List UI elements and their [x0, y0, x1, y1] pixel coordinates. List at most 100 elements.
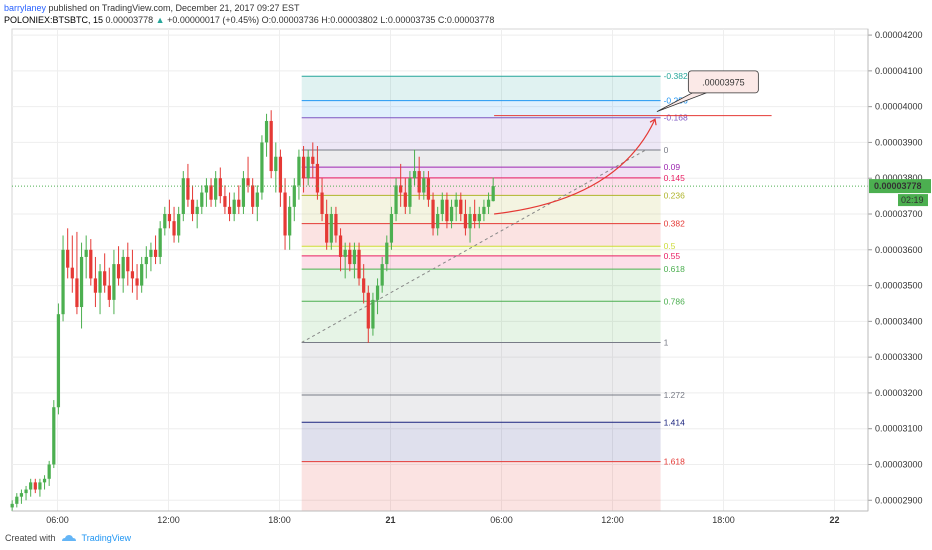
- candle-body: [357, 249, 361, 279]
- fib-level-label: 0.382: [664, 219, 686, 229]
- candle-body: [306, 156, 310, 179]
- countdown-value: 02:19: [901, 195, 924, 205]
- fib-level-label: 1: [664, 337, 669, 347]
- fib-level-label: -0.256: [664, 96, 688, 106]
- candle-body: [19, 493, 24, 497]
- candle-body: [177, 213, 181, 236]
- candle-body: [482, 206, 486, 214]
- candle-body: [255, 192, 259, 207]
- candle-body: [473, 213, 477, 222]
- fib-zone: [301, 246, 661, 256]
- y-tick-label: 0.00002900: [875, 495, 923, 505]
- price-badge: [869, 179, 931, 194]
- candle-body: [103, 271, 107, 286]
- y-tick-label: 0.00003800: [875, 173, 923, 183]
- candle-body: [70, 267, 74, 279]
- candle-body: [167, 213, 172, 222]
- candle-body: [454, 199, 458, 207]
- candle-body: [449, 206, 454, 222]
- created-with-text: Created with: [5, 533, 56, 543]
- candle-body: [52, 407, 56, 465]
- candle-body: [343, 249, 347, 257]
- candle-body: [292, 185, 296, 207]
- candle-body: [320, 192, 324, 214]
- candle-body: [24, 489, 28, 494]
- projection-arrow: [494, 118, 656, 215]
- low-value: L:0.00003735: [380, 15, 436, 25]
- fib-level-label: 0.55: [664, 251, 681, 261]
- footer: Created with TradingView: [5, 530, 131, 546]
- candle-body: [389, 213, 394, 243]
- x-tick-label: 18:00: [268, 515, 291, 525]
- candle-body: [33, 482, 37, 490]
- x-tick-label: 12:00: [157, 515, 180, 525]
- fib-zone: [301, 167, 661, 178]
- fib-level-label: 0.786: [664, 296, 686, 306]
- candle-body: [241, 178, 246, 207]
- candle-body: [135, 278, 139, 286]
- fib-zone: [301, 255, 661, 270]
- publish-line: barrylaney published on TradingView.com,…: [4, 2, 904, 14]
- y-tick-label: 0.00003900: [875, 137, 923, 147]
- fib-level-label: -0.168: [664, 113, 688, 123]
- candle-body: [394, 185, 398, 214]
- candle-body: [29, 482, 33, 490]
- candle-body: [186, 178, 190, 200]
- candle-body: [232, 199, 236, 214]
- candle-body: [477, 213, 481, 222]
- candle-body: [89, 249, 93, 279]
- candle-body: [422, 178, 426, 193]
- candle-body: [38, 482, 42, 490]
- y-tick-label: 0.00003100: [875, 424, 923, 434]
- fib-level-label: 1.414: [664, 417, 686, 427]
- candle-body: [237, 199, 241, 207]
- x-tick-label: 21: [385, 515, 395, 525]
- candle-body: [352, 249, 357, 265]
- high-value: H:0.00003802: [321, 15, 378, 25]
- fib-level-label: 0.145: [664, 173, 686, 183]
- candle-body: [112, 264, 116, 300]
- author-link[interactable]: barrylaney: [4, 3, 47, 13]
- y-tick-label: 0.00003000: [875, 459, 923, 469]
- candle-body: [315, 163, 320, 193]
- candle-body: [468, 213, 472, 229]
- open-value: O:0.00003736: [261, 15, 319, 25]
- candle-body: [66, 249, 70, 268]
- candle-body: [362, 278, 366, 293]
- tradingview-brand[interactable]: TradingView: [81, 533, 132, 543]
- fib-zone: [301, 100, 661, 118]
- fib-level-label: 1.272: [664, 390, 686, 400]
- candle-body: [93, 278, 98, 293]
- fib-zone: [301, 149, 661, 168]
- candle-body: [283, 192, 287, 236]
- candle-body: [204, 185, 209, 193]
- candle-body: [75, 278, 79, 308]
- candle-body: [338, 235, 343, 257]
- change-arrow-icon: ▲: [155, 15, 165, 25]
- candle-body: [412, 171, 417, 179]
- candle-body: [463, 213, 468, 229]
- candle-body: [366, 292, 370, 329]
- candle-body: [246, 178, 250, 186]
- candle-body: [163, 213, 167, 229]
- candle-body: [264, 120, 269, 143]
- fib-zone: [301, 395, 661, 423]
- x-tick-label: 12:00: [601, 515, 624, 525]
- candle-body: [288, 206, 292, 236]
- candle-body: [61, 249, 65, 315]
- countdown-badge: [898, 194, 928, 207]
- published-text: published on TradingView.com, December 2…: [48, 3, 300, 13]
- candle-body: [408, 178, 412, 207]
- candle-body: [325, 213, 329, 243]
- candle-body: [153, 249, 158, 257]
- fib-zone: [301, 301, 661, 343]
- candle-body: [218, 178, 222, 197]
- symbol-label: POLONIEX:BTSBTC, 15: [4, 15, 104, 25]
- candle-body: [440, 199, 444, 214]
- y-tick-label: 0.00003200: [875, 388, 923, 398]
- candle-body: [200, 192, 204, 207]
- change-value: +0.00000017 (+0.45%): [167, 15, 260, 25]
- candle-body: [172, 221, 176, 236]
- tradingview-cloud-icon: [61, 534, 76, 541]
